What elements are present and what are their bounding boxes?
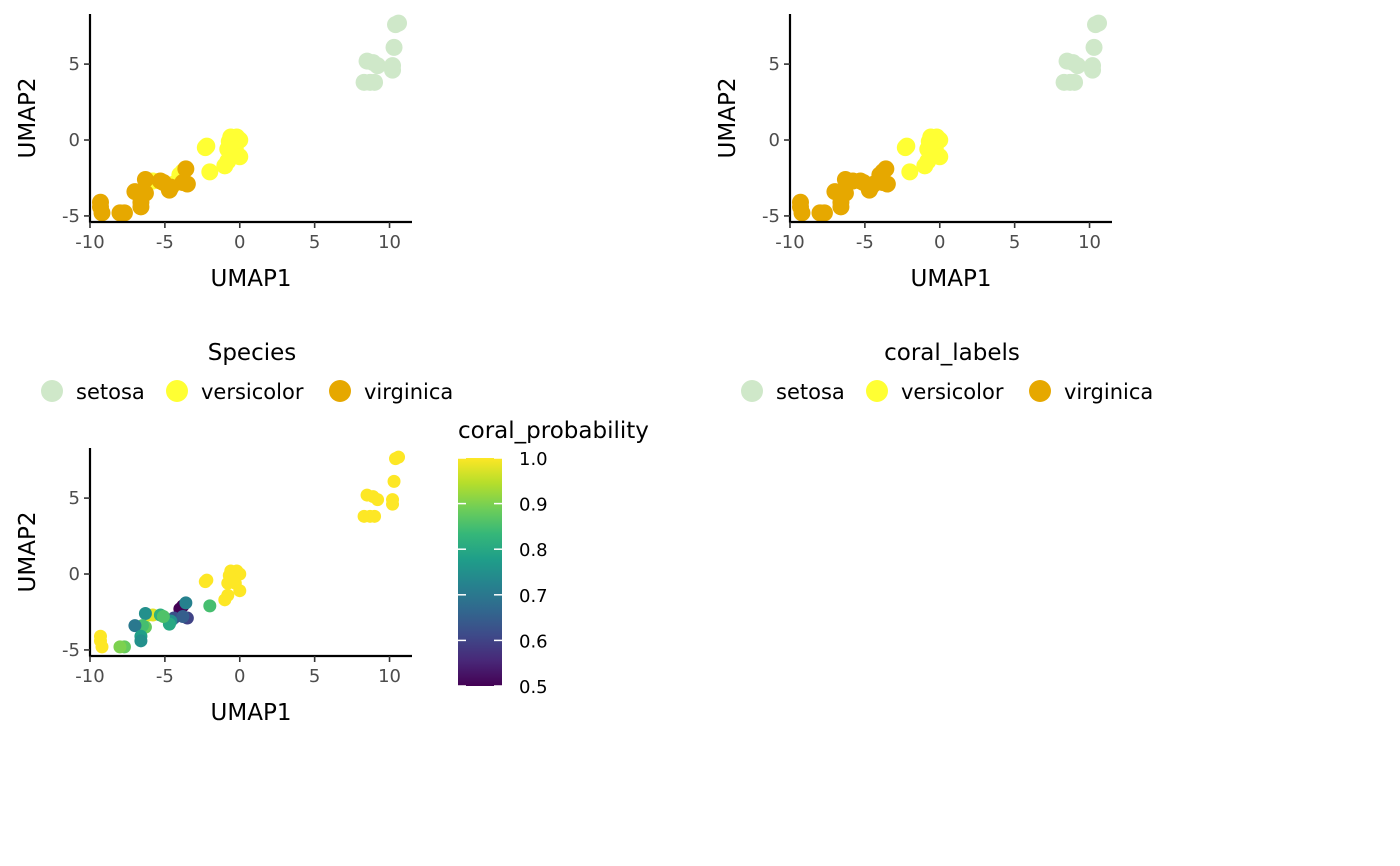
data-point (134, 634, 148, 648)
legend-label-virginica: virginica (1064, 380, 1153, 404)
data-point (392, 450, 406, 464)
x-tick-label: 0 (234, 666, 245, 687)
y-tick-label: 5 (769, 54, 780, 75)
y-tick-label: 5 (69, 54, 80, 75)
legend-label-setosa: setosa (776, 380, 845, 404)
data-point (111, 204, 129, 222)
colorbar (458, 458, 502, 686)
data-point (203, 599, 217, 613)
y-tick-label: -5 (762, 206, 780, 227)
legend-key-setosa (41, 380, 63, 402)
data-point (387, 474, 401, 488)
data-point (201, 163, 219, 181)
data-point (384, 61, 402, 79)
data-point (1085, 38, 1103, 56)
y-axis-title: UMAP2 (715, 78, 741, 159)
y-tick-label: 5 (69, 488, 80, 509)
data-point (198, 575, 212, 589)
legend-title: Species (208, 340, 297, 366)
colorbar-tick-label: 0.5 (519, 677, 548, 698)
x-tick-label: 5 (1009, 232, 1020, 253)
legend-title: coral_labels (884, 340, 1020, 366)
data-point (132, 198, 150, 216)
data-point (896, 139, 914, 157)
y-axis-title: UMAP2 (15, 78, 41, 159)
data-point (218, 593, 232, 607)
data-point (366, 73, 384, 91)
x-tick-label: -10 (75, 666, 104, 687)
x-axis-title: UMAP1 (211, 266, 292, 292)
data-point (196, 139, 214, 157)
x-tick-label: 0 (234, 232, 245, 253)
data-point (176, 610, 190, 624)
data-point (386, 497, 400, 511)
data-point (156, 610, 170, 624)
legend-key-virginica (329, 380, 351, 402)
y-tick-label: -5 (62, 206, 80, 227)
x-tick-label: 0 (934, 232, 945, 253)
data-point (177, 160, 195, 178)
legend-key-setosa (741, 380, 763, 402)
legend-label-versicolor: versicolor (201, 380, 304, 404)
data-point (1069, 57, 1087, 75)
colorbar-tick-label: 1.0 (519, 449, 548, 470)
x-tick-label: -5 (156, 232, 174, 253)
data-point (390, 14, 408, 32)
x-tick-label: 5 (309, 232, 320, 253)
x-tick-label: 5 (309, 666, 320, 687)
x-tick-label: 10 (1078, 232, 1101, 253)
x-tick-label: -10 (775, 232, 804, 253)
data-point (113, 640, 127, 654)
data-point (371, 493, 385, 507)
data-point (1066, 73, 1084, 91)
species-panel: -10 -5 0 5 10 -5 0 5 UMAP1 UMAP2 Species setosa vers… (15, 14, 453, 404)
x-tick-label: -10 (75, 232, 104, 253)
data-point (95, 640, 109, 654)
data-point (901, 163, 919, 181)
colorbar-tick-label: 0.6 (519, 631, 548, 652)
legend-label-setosa: setosa (76, 380, 145, 404)
data-point (128, 619, 142, 633)
data-point (369, 57, 387, 75)
data-point (216, 157, 234, 175)
data-point (385, 38, 403, 56)
y-tick-label: 0 (69, 564, 80, 585)
colorbar-tick-label: 0.7 (519, 586, 548, 607)
x-axis-title: UMAP1 (211, 700, 292, 726)
y-axis-title: UMAP2 (15, 512, 41, 593)
x-tick-label: 10 (378, 232, 401, 253)
legend-key-versicolor (866, 380, 888, 402)
colorbar-tick-label: 0.9 (519, 495, 548, 516)
coral-labels-panel: -10 -5 0 5 10 -5 0 5 UMAP1 UMAP2 coral_labelssetos… (715, 14, 1153, 404)
x-tick-label: -5 (156, 666, 174, 687)
data-point (1090, 14, 1108, 32)
y-tick-label: 0 (769, 130, 780, 151)
colorbar-title: coral_probability (458, 418, 649, 444)
data-point (138, 606, 152, 620)
data-point (916, 157, 934, 175)
x-tick-label: 10 (378, 666, 401, 687)
data-point (832, 198, 850, 216)
data-point (1084, 61, 1102, 79)
data-point (233, 584, 247, 598)
data-point (154, 174, 172, 192)
data-point (811, 204, 829, 222)
colorbar-tick-label: 0.8 (519, 540, 548, 561)
coral-probability-panel: -10 -5 0 5 10 -5 0 5 UMAP1 UMAP2 coral_probability… (15, 418, 649, 726)
data-point (93, 204, 111, 222)
y-tick-label: -5 (62, 640, 80, 661)
x-axis-title: UMAP1 (911, 266, 992, 292)
data-point (854, 174, 872, 192)
x-tick-label: -5 (856, 232, 874, 253)
y-tick-label: 0 (69, 130, 80, 151)
data-point (179, 596, 193, 610)
data-point (793, 204, 811, 222)
legend-key-virginica (1029, 380, 1051, 402)
legend-label-versicolor: versicolor (901, 380, 1004, 404)
legend-key-versicolor (166, 380, 188, 402)
data-point (877, 160, 895, 178)
legend-label-virginica: virginica (364, 380, 453, 404)
data-point (368, 509, 382, 523)
